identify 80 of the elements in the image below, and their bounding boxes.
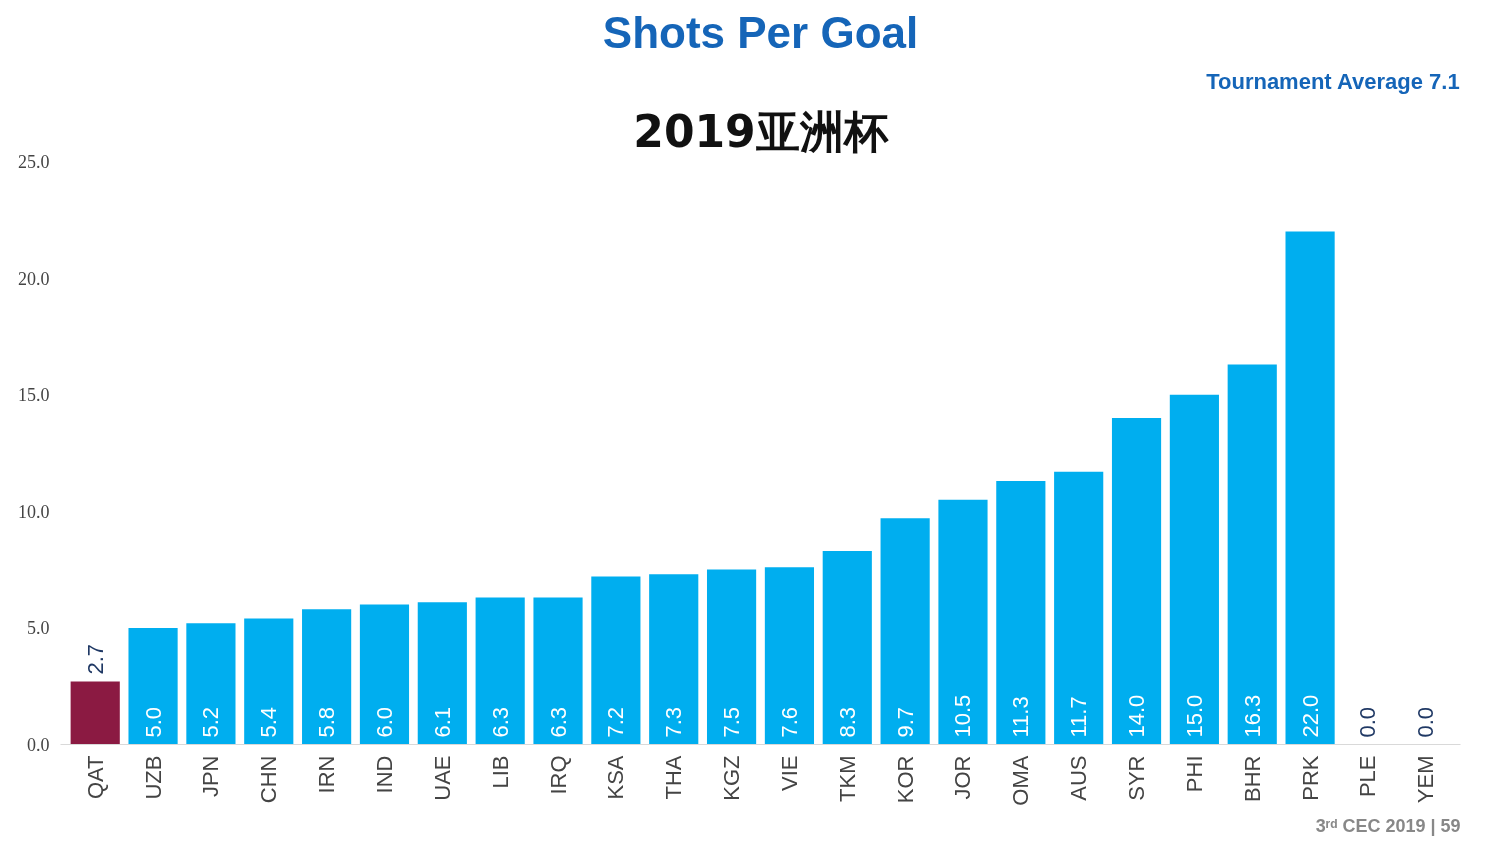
x-tick-label: UZB	[140, 755, 166, 800]
bar	[996, 480, 1046, 745]
y-tick-label: 10.0	[18, 501, 50, 522]
text: 3ʳᵈ CEC 2019 | 59	[1315, 815, 1461, 836]
data-label: 8.3	[834, 706, 860, 738]
data-label: 6.0	[371, 706, 397, 738]
data-label: 15.0	[1181, 694, 1207, 738]
bar	[128, 627, 178, 745]
x-tick-label: IRQ	[545, 755, 571, 795]
x-tick-label: IND	[371, 755, 397, 794]
data-label: 22.0	[1297, 694, 1323, 738]
data-label: 5.4	[256, 706, 282, 738]
bar	[302, 609, 352, 745]
x-tick-label: PRK	[1297, 755, 1323, 801]
data-label: 6.1	[429, 706, 455, 738]
data-label: 7.6	[776, 706, 802, 738]
x-tick-label: IRN	[314, 755, 340, 794]
bar	[764, 567, 815, 745]
data-label: 0.0	[1413, 706, 1439, 738]
x-tick-label: KOR	[892, 755, 918, 804]
bar	[475, 597, 525, 745]
data-label: 9.7	[892, 706, 918, 738]
data-label: 6.3	[487, 706, 513, 738]
bar	[359, 604, 410, 745]
x-tick-label: YEM	[1413, 755, 1439, 804]
bar	[706, 569, 757, 745]
x-tick-label: PHI	[1181, 755, 1207, 793]
text: Tournament Average 7.1	[1206, 68, 1460, 94]
bar	[1227, 364, 1277, 745]
bar	[186, 623, 236, 745]
x-tick-label: UAE	[429, 755, 455, 801]
x-tick-label: AUS	[1066, 755, 1092, 801]
y-tick-label: 15.0	[18, 385, 50, 406]
chart-title: Shots Per Goal	[602, 7, 919, 57]
data-label: 7.5	[719, 706, 745, 738]
x-tick-label: LIB	[487, 755, 513, 789]
bar	[417, 602, 467, 745]
bar	[70, 681, 120, 745]
x-tick-label: OMA	[1008, 755, 1034, 806]
data-label: 11.3	[1008, 696, 1034, 738]
x-tick-label: JPN	[198, 755, 224, 798]
x-tick-label: THA	[661, 755, 687, 800]
y-tick-label: 20.0	[18, 268, 50, 289]
data-label: 7.2	[603, 706, 629, 738]
x-tick-label: QAT	[82, 755, 108, 800]
data-label: 0.0	[1355, 706, 1381, 738]
x-tick-label: CHN	[256, 755, 282, 804]
bar	[533, 597, 583, 745]
y-tick-label: 5.0	[27, 618, 50, 639]
data-label: 6.3	[545, 706, 571, 738]
bar	[1285, 231, 1335, 745]
x-tick-label: PLE	[1355, 755, 1381, 798]
x-tick-label: VIE	[776, 755, 802, 791]
bar	[822, 550, 872, 745]
bar	[1111, 418, 1162, 745]
data-label: 16.3	[1239, 694, 1265, 738]
bar	[1054, 471, 1104, 745]
x-tick-label: KGZ	[719, 755, 745, 801]
bar	[244, 618, 294, 745]
data-label: 5.2	[198, 706, 224, 738]
data-label: 11.7	[1066, 696, 1092, 738]
x-tick-label: SYR	[1124, 755, 1150, 801]
x-tick-label: BHR	[1239, 755, 1265, 802]
x-tick-label: JOR	[950, 755, 976, 800]
y-tick-label: 0.0	[27, 735, 50, 755]
y-tick-label: 25.0	[18, 152, 50, 172]
bar	[938, 499, 988, 745]
data-label: 2.7	[82, 643, 108, 675]
x-tick-label: TKM	[834, 755, 860, 802]
chart-subtitle: 2019亚洲杯	[633, 105, 889, 157]
data-label: 10.5	[950, 694, 976, 738]
data-label: 7.3	[661, 706, 687, 738]
bar	[880, 518, 930, 745]
bar	[649, 574, 699, 745]
bar	[591, 576, 641, 745]
data-label: 14.0	[1124, 694, 1150, 738]
x-tick-label: KSA	[603, 755, 629, 800]
data-label: 5.0	[140, 706, 166, 738]
bar	[1169, 394, 1219, 745]
data-label: 5.8	[314, 706, 340, 738]
